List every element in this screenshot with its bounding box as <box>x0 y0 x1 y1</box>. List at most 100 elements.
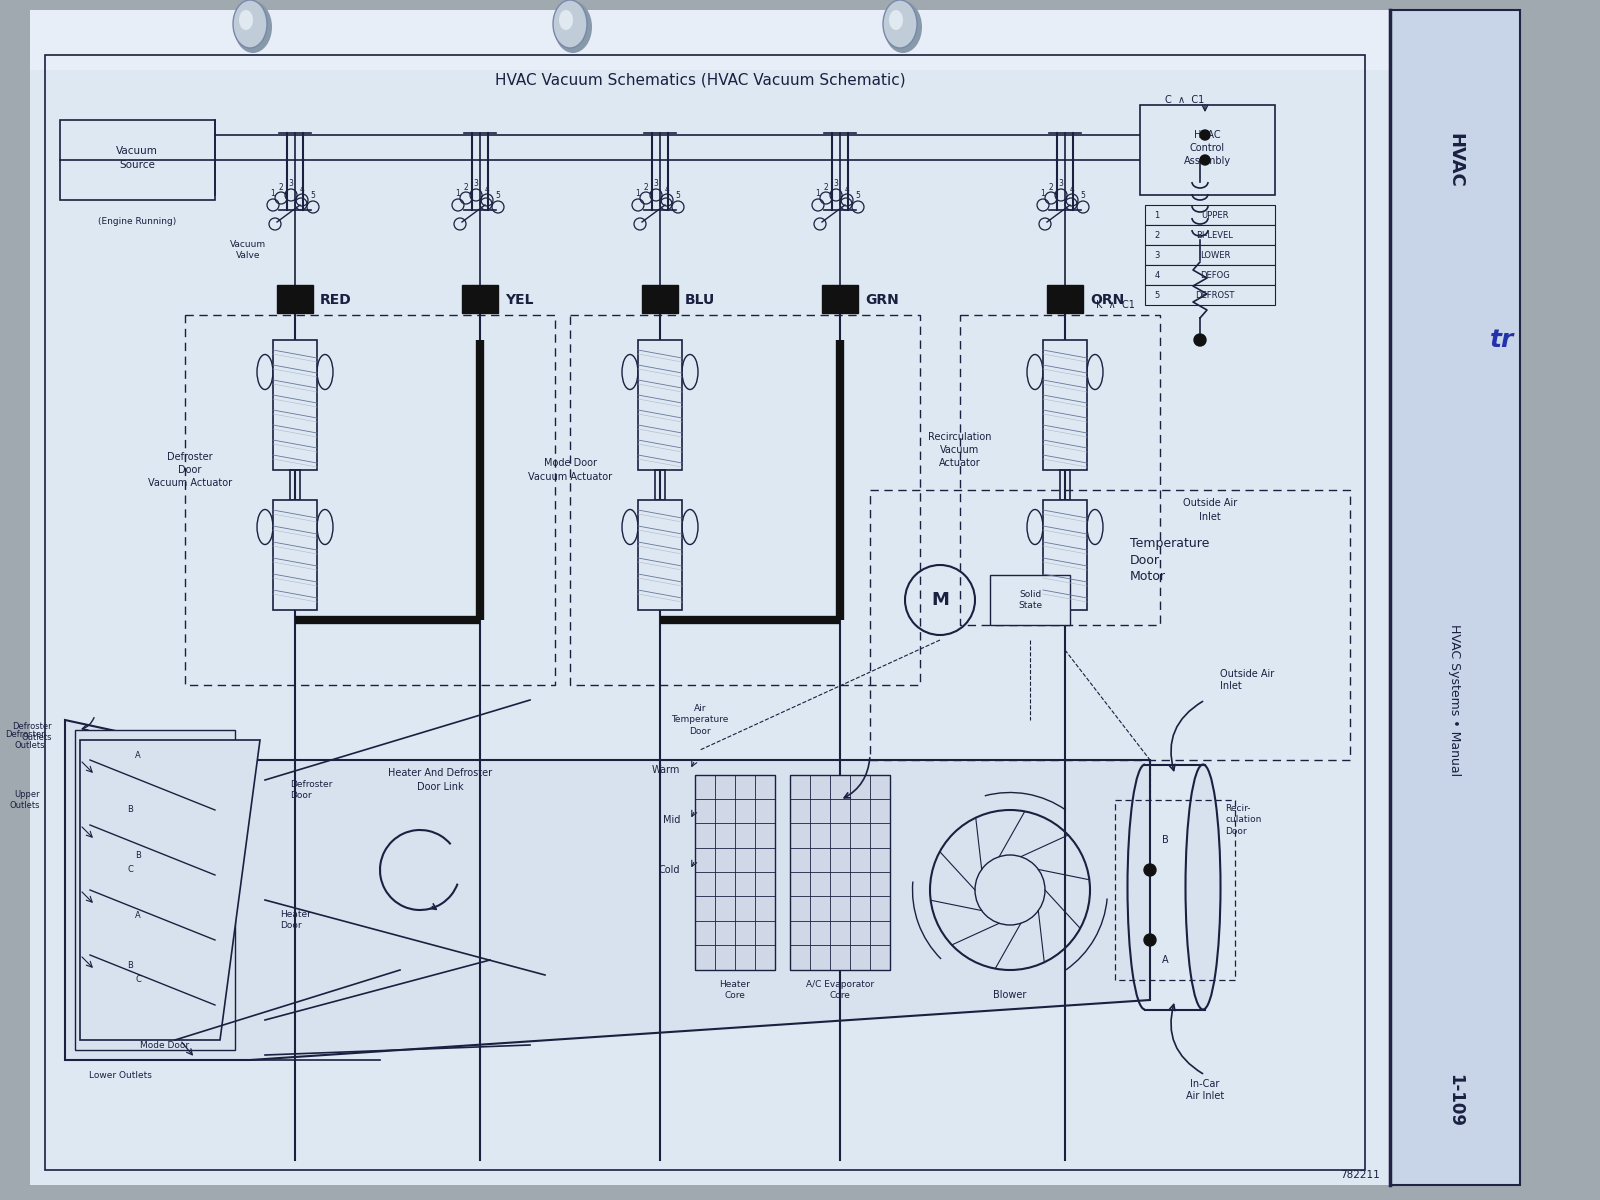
Text: GRN: GRN <box>866 293 899 307</box>
Text: 3: 3 <box>834 180 838 188</box>
Text: C  ∧  C1: C ∧ C1 <box>1165 95 1205 104</box>
Circle shape <box>1200 130 1210 140</box>
Bar <box>790 775 890 970</box>
Text: Vacuum
Valve: Vacuum Valve <box>230 240 266 260</box>
Ellipse shape <box>1186 764 1221 1009</box>
Text: Heater
Core: Heater Core <box>720 980 750 1000</box>
Text: Outside Air
Inlet: Outside Air Inlet <box>1182 498 1237 522</box>
Text: tr: tr <box>1490 328 1514 352</box>
Text: 3: 3 <box>653 180 659 188</box>
Bar <box>1046 284 1083 313</box>
Text: 5: 5 <box>1080 192 1085 200</box>
Text: Recirculation
Vacuum
Actuator: Recirculation Vacuum Actuator <box>928 432 992 468</box>
Ellipse shape <box>622 354 638 390</box>
Text: 2: 2 <box>824 182 829 192</box>
Ellipse shape <box>682 354 698 390</box>
Text: 1: 1 <box>1040 190 1045 198</box>
Text: B: B <box>1162 835 1168 845</box>
Text: DEFROST: DEFROST <box>1195 290 1235 300</box>
Ellipse shape <box>234 1 272 53</box>
Text: HVAC
Control
Assembly: HVAC Control Assembly <box>1184 130 1230 166</box>
Ellipse shape <box>1027 354 1043 390</box>
Text: 2: 2 <box>643 182 648 192</box>
Text: A: A <box>1162 955 1168 965</box>
Text: Defroster
Door
Vacuum Actuator: Defroster Door Vacuum Actuator <box>147 451 232 488</box>
Ellipse shape <box>554 0 587 48</box>
Bar <box>638 340 682 470</box>
Bar <box>1043 500 1086 610</box>
Text: Heater And Defroster
Door Link: Heater And Defroster Door Link <box>387 768 493 792</box>
Text: A: A <box>134 911 141 919</box>
Ellipse shape <box>258 510 274 545</box>
Text: 1: 1 <box>1154 210 1160 220</box>
Text: Lower Outlets: Lower Outlets <box>88 1070 152 1080</box>
Polygon shape <box>80 740 259 1040</box>
Bar <box>1146 245 1275 265</box>
Text: Temperature
Door
Motor: Temperature Door Motor <box>1130 536 1210 583</box>
Bar <box>61 120 214 200</box>
Text: BLU: BLU <box>685 293 715 307</box>
Text: 3: 3 <box>288 180 293 188</box>
Bar <box>274 500 317 610</box>
Text: Solid
State: Solid State <box>1018 589 1042 611</box>
Ellipse shape <box>1086 510 1102 545</box>
Circle shape <box>1200 155 1210 164</box>
Text: 2: 2 <box>464 182 469 192</box>
Text: M: M <box>931 590 949 608</box>
Ellipse shape <box>622 510 638 545</box>
Ellipse shape <box>258 354 274 390</box>
Text: Defroster
Outlets: Defroster Outlets <box>13 722 51 742</box>
Text: 5: 5 <box>856 192 861 200</box>
Bar <box>1146 205 1275 226</box>
Circle shape <box>1144 934 1155 946</box>
Text: Blower: Blower <box>994 990 1027 1000</box>
Ellipse shape <box>238 10 253 30</box>
Text: BI-LEVEL: BI-LEVEL <box>1197 230 1234 240</box>
Bar <box>30 10 1520 70</box>
Text: 1: 1 <box>635 190 640 198</box>
Text: 5: 5 <box>1154 290 1160 300</box>
Text: LOWER: LOWER <box>1200 251 1230 259</box>
Bar <box>1043 340 1086 470</box>
Ellipse shape <box>558 10 573 30</box>
Circle shape <box>1194 334 1206 346</box>
Bar <box>186 314 555 685</box>
Text: Mode Door: Mode Door <box>141 1040 189 1050</box>
Text: In-Car
Air Inlet: In-Car Air Inlet <box>1186 1079 1224 1102</box>
Text: UPPER: UPPER <box>1202 210 1229 220</box>
Text: B: B <box>126 960 133 970</box>
Ellipse shape <box>682 510 698 545</box>
Text: 2: 2 <box>1154 230 1160 240</box>
Ellipse shape <box>234 0 267 48</box>
Text: B: B <box>134 851 141 859</box>
Text: C: C <box>126 865 133 875</box>
Text: 2: 2 <box>278 182 283 192</box>
Text: ORN: ORN <box>1090 293 1125 307</box>
Text: (Engine Running): (Engine Running) <box>98 217 176 227</box>
Text: 1: 1 <box>270 190 275 198</box>
Bar <box>277 284 314 313</box>
Text: 5: 5 <box>310 192 315 200</box>
Ellipse shape <box>317 510 333 545</box>
Bar <box>1146 284 1275 305</box>
Bar <box>45 55 1365 1170</box>
Bar <box>1146 265 1275 284</box>
Bar <box>694 775 774 970</box>
Text: YEL: YEL <box>506 293 533 307</box>
Text: DEFOG: DEFOG <box>1200 270 1230 280</box>
Bar <box>1115 800 1235 980</box>
Text: Air
Temperature
Door: Air Temperature Door <box>672 703 728 737</box>
Text: Defroster
Door: Defroster Door <box>290 780 333 800</box>
Text: 5: 5 <box>496 192 501 200</box>
Ellipse shape <box>1027 510 1043 545</box>
Text: Mode Door
Vacuum Actuator: Mode Door Vacuum Actuator <box>528 458 613 481</box>
Polygon shape <box>66 720 1150 1060</box>
Bar <box>870 490 1350 760</box>
Text: Defroster
Outlets: Defroster Outlets <box>5 730 45 750</box>
Text: C: C <box>134 976 141 984</box>
Text: HVAC Systems • Manual: HVAC Systems • Manual <box>1448 624 1461 776</box>
Text: 4: 4 <box>1154 270 1160 280</box>
Text: 4: 4 <box>485 185 490 193</box>
Ellipse shape <box>554 1 592 53</box>
Text: Heater
Door: Heater Door <box>280 910 310 930</box>
